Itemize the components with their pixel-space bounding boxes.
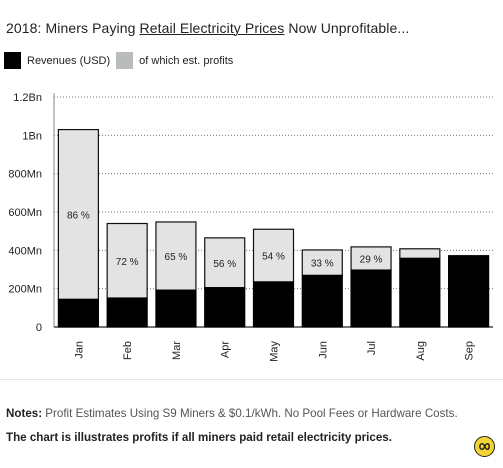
bar-revenue — [252, 281, 295, 328]
legend-item-profit: of which est. profits — [116, 52, 233, 69]
bar-revenue — [204, 287, 246, 328]
notes-text: Profit Estimates Using S9 Miners & $0.1/… — [42, 407, 458, 420]
y-tick-label: 600Mn — [8, 207, 42, 219]
bar-profit — [301, 249, 343, 277]
bar-revenue — [448, 255, 490, 328]
title-suffix: Now Unprofitable... — [284, 20, 410, 36]
y-tick-label: 800Mn — [8, 169, 42, 181]
legend-item-revenue: Revenues (USD) — [4, 52, 110, 69]
x-tick-label: Feb — [122, 341, 134, 360]
x-tick-label: Jul — [366, 341, 378, 355]
data-label: 54 % — [262, 252, 285, 263]
bar-chart: 0 200Mn 400Mn 600Mn 800Mn 1Bn 1.2Bn 86 % Jan 72 %… — [8, 92, 493, 362]
bar-revenue — [57, 298, 99, 328]
bar-profit — [57, 128, 99, 300]
data-label: 29 % — [360, 254, 383, 265]
title-prefix: 2018: Miners Paying — [6, 20, 140, 36]
y-tick-label: 200Mn — [8, 284, 42, 296]
bar-profit — [204, 237, 246, 289]
legend: Revenues (USD) of which est. profits — [4, 52, 239, 69]
divider — [0, 379, 503, 380]
bar-revenue — [155, 289, 197, 328]
notes-label: Notes: — [6, 407, 43, 420]
bar-profit — [252, 228, 295, 283]
data-label: 56 % — [213, 259, 236, 270]
bar-revenue — [350, 269, 392, 328]
bar-profit — [399, 248, 441, 259]
bar-revenue — [106, 297, 148, 328]
legend-swatch-revenue — [4, 52, 21, 69]
x-tick-label: May — [269, 341, 281, 362]
bar-revenue — [399, 257, 441, 328]
x-tick-label: Aug — [415, 341, 427, 361]
y-tick-label: 1Bn — [22, 130, 42, 142]
data-label: 86 % — [67, 210, 90, 221]
data-label: 65 % — [165, 252, 188, 263]
notes: Notes: Profit Estimates Using S9 Miners … — [6, 402, 476, 450]
notes-bold: The chart is illustrates profits if all … — [6, 431, 392, 444]
y-tick-label: 1.2Bn — [13, 92, 42, 104]
x-tick-label: Sep — [464, 341, 476, 361]
bar-profit — [155, 221, 197, 291]
logo-icon — [474, 436, 495, 457]
legend-label-profit: of which est. profits — [139, 54, 234, 67]
x-tick-label: Mar — [171, 341, 183, 360]
bar-revenue — [301, 274, 343, 328]
y-tick-label: 400Mn — [8, 245, 42, 257]
x-tick-label: Jun — [317, 341, 329, 359]
legend-swatch-profit — [116, 52, 134, 69]
x-tick-label: Apr — [220, 341, 232, 358]
chart-title: 2018: Miners Paying Retail Electricity P… — [6, 20, 409, 36]
title-underlined: Retail Electricity Prices — [139, 20, 285, 36]
data-label: 33 % — [311, 259, 334, 270]
y-tick-label: 0 — [36, 322, 42, 334]
x-tick-label: Jan — [73, 341, 85, 359]
data-label: 72 % — [116, 257, 139, 268]
legend-label-revenue: Revenues (USD) — [27, 54, 111, 67]
